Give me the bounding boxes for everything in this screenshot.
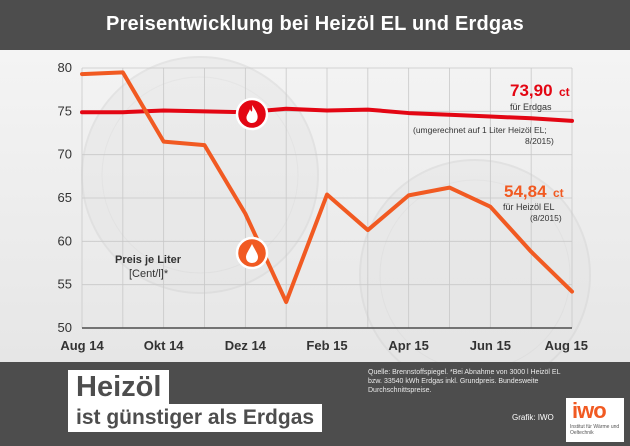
x-tick-label: Okt 14 xyxy=(144,338,185,353)
slogan-line-2: ist günstiger als Erdgas xyxy=(68,404,323,432)
slogan-line-1: Heizöl xyxy=(68,370,170,404)
logo-wordmark: iwo xyxy=(572,398,607,423)
y-tick-label: 80 xyxy=(58,60,72,75)
y-tick-labels: 80 75 70 65 60 55 50 xyxy=(58,60,72,335)
x-tick-label: Apr 15 xyxy=(388,338,428,353)
title-bar: Preisentwicklung bei Heizöl EL und Erdga… xyxy=(0,0,630,50)
y-tick-label: 60 xyxy=(58,233,72,248)
chart-title: Preisentwicklung bei Heizöl EL und Erdga… xyxy=(106,13,524,35)
oil-value-label: 54,84 xyxy=(504,182,547,201)
flame-icon xyxy=(235,97,269,131)
series-line-heiz-l-el xyxy=(80,70,574,304)
gas-unit-label: ct xyxy=(559,85,570,99)
gas-note: (umgerechnet auf 1 Liter Heizöl EL; 8/20… xyxy=(413,125,554,146)
oil-drop-icon xyxy=(235,236,269,270)
y-tick-label: 75 xyxy=(58,103,72,118)
oil-series-label: für Heizöl EL xyxy=(503,202,555,212)
x-tick-label: Aug 15 xyxy=(545,338,588,353)
graphic-credit: Grafik: IWO xyxy=(512,413,554,422)
x-tick-label: Jun 15 xyxy=(470,338,511,353)
y-tick-label: 70 xyxy=(58,147,72,162)
y-tick-label: 55 xyxy=(58,277,72,292)
x-tick-label: Feb 15 xyxy=(306,338,347,353)
logo-subtitle: Institut für Wärme und Oeltechnik xyxy=(570,424,620,436)
gas-value-label: 73,90 xyxy=(510,81,553,100)
gas-series-label: für Erdgas xyxy=(510,102,552,112)
y-axis-unit: [Cent/l]* xyxy=(129,268,169,280)
y-axis-label: Preis je Liter xyxy=(115,254,182,266)
iwo-logo: iwo Institut für Wärme und Oeltechnik xyxy=(566,398,624,442)
y-tick-label: 65 xyxy=(58,190,72,205)
series-lines xyxy=(80,70,574,304)
oil-note: (8/2015) xyxy=(530,213,562,223)
y-tick-label: 50 xyxy=(58,320,72,335)
plot-background xyxy=(0,50,630,362)
oil-unit-label: ct xyxy=(553,186,564,200)
x-tick-label: Dez 14 xyxy=(225,338,267,353)
source-note: Quelle: Brennstoffspiegel. *Bei Abnahme … xyxy=(368,369,561,394)
x-tick-label: Aug 14 xyxy=(60,338,104,353)
series-line-erdgas xyxy=(80,106,574,123)
x-tick-labels: Aug 14 Okt 14 Dez 14 Feb 15 Apr 15 Jun 15 Aug … xyxy=(60,338,588,353)
